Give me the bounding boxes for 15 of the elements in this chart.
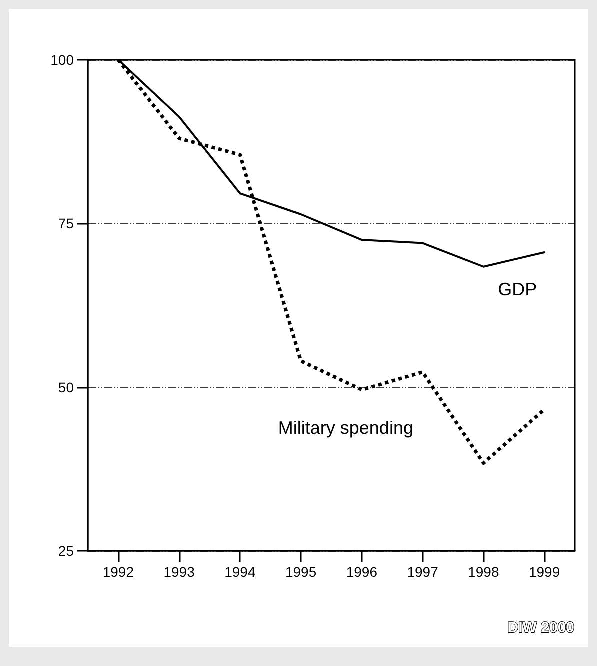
y-tick-label: 25 xyxy=(58,543,74,559)
x-tick-label: 1995 xyxy=(285,564,317,580)
y-tick-label: 50 xyxy=(58,379,74,396)
text: DIW 2000 xyxy=(508,620,575,636)
x-tick-label: 1993 xyxy=(164,564,196,580)
series-label: Military spending xyxy=(278,418,414,438)
x-tick-label: 1999 xyxy=(528,564,560,580)
y-tick-label: 75 xyxy=(58,216,74,232)
x-tick-label: 1998 xyxy=(468,564,500,580)
y-tick-label: 100 xyxy=(50,52,74,68)
series-label: GDP xyxy=(498,279,538,300)
x-tick-label: 1994 xyxy=(224,564,256,580)
x-tick-label: 1996 xyxy=(346,564,378,580)
x-tick-label: 1997 xyxy=(407,564,439,580)
x-tick-label: 1992 xyxy=(102,564,134,580)
